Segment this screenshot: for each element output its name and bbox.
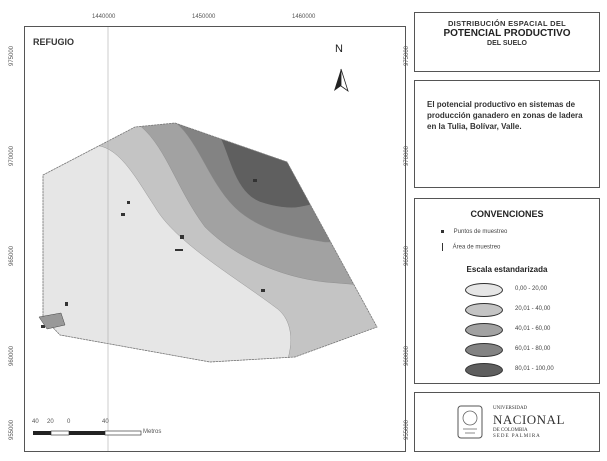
legend-subtitle: Escala estandarizada	[466, 265, 548, 274]
logo-line-1: UNIVERSIDAD	[493, 406, 528, 411]
description-panel: El potencial productivo en sistemas de p…	[414, 80, 600, 188]
scale-bar	[33, 430, 142, 436]
title-line-3: DEL SUELO	[487, 40, 527, 47]
university-seal-icon	[457, 405, 483, 439]
legend-swatch	[465, 343, 503, 357]
north-label: N	[335, 43, 343, 55]
area-symbol-icon	[442, 243, 443, 251]
logo-line-2: NACIONAL	[493, 412, 565, 427]
legend-class-label: 0,00 - 20,00	[515, 286, 548, 292]
right-coord-5: 955000	[404, 419, 410, 440]
scale-unit: Metros	[143, 429, 162, 435]
legend-area-row: Área de muestreo	[441, 243, 500, 251]
legend-class-label: 40,01 - 60,00	[515, 326, 551, 332]
legend-swatch	[465, 363, 503, 377]
legend-point-row: Puntos de muestreo	[441, 229, 507, 235]
logo-panel: UNIVERSIDAD NACIONAL DE COLOMBIA SEDE PA…	[414, 392, 600, 452]
right-coord-1: 975000	[404, 45, 410, 66]
scale-label-4: 40	[102, 419, 109, 425]
top-coord-1: 1440000	[92, 14, 116, 20]
title-line-1: DISTRIBUCIÓN ESPACIAL DEL	[447, 19, 567, 28]
left-coord-5: 955000	[9, 419, 15, 440]
map-area-label: REFUGIO	[33, 37, 75, 47]
legend-class-label: 60,01 - 80,00	[515, 346, 551, 352]
right-coord-2: 970000	[404, 145, 410, 166]
scale-label-2: 20	[47, 419, 54, 425]
title-line-2: POTENCIAL PRODUCTIVO	[443, 28, 571, 39]
left-coord-4: 960000	[9, 345, 15, 366]
map-frame: REFUGIO N 40 20 0 40 Metros	[24, 26, 406, 452]
north-arrow-icon	[334, 68, 349, 93]
description-text: El potencial productivo en sistemas de p…	[427, 100, 583, 131]
top-coord-3: 1460000	[292, 14, 316, 20]
title-panel: DISTRIBUCIÓN ESPACIAL DEL POTENCIAL PROD…	[414, 12, 600, 72]
scale-label-3: 0	[67, 419, 71, 425]
legend-title: CONVENCIONES	[470, 209, 544, 219]
legend-class-label: 80,01 - 100,00	[515, 366, 554, 372]
left-coord-3: 965000	[9, 245, 15, 266]
legend-swatch	[465, 283, 503, 297]
right-coord-3: 965000	[404, 245, 410, 266]
top-coord-2: 1450000	[192, 14, 216, 20]
logo-line-3: DE COLOMBIA	[493, 428, 528, 433]
logo-line-4: SEDE PALMIRA	[493, 434, 541, 439]
left-coord-1: 975000	[9, 45, 15, 66]
legend-point-label: Puntos de muestreo	[453, 229, 508, 235]
legend-swatch	[465, 303, 503, 317]
map-canvas	[33, 27, 378, 451]
scale-label-1: 40	[32, 419, 39, 425]
legend-area-label: Área de muestreo	[452, 244, 501, 251]
left-coord-2: 970000	[9, 145, 15, 166]
legend-swatch	[465, 323, 503, 337]
legend-class-label: 20,01 - 40,00	[515, 306, 551, 312]
right-coord-4: 960000	[404, 345, 410, 366]
point-symbol-icon	[441, 229, 444, 233]
sampling-area	[38, 312, 66, 330]
legend-panel: CONVENCIONES Puntos de muestreo Área de …	[414, 198, 600, 384]
